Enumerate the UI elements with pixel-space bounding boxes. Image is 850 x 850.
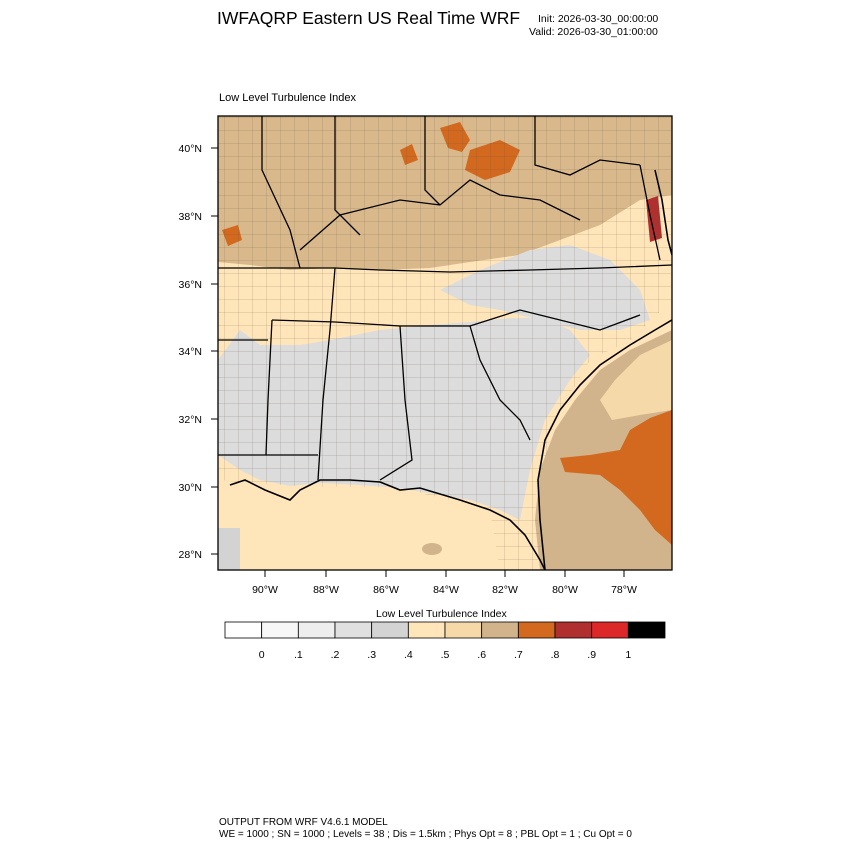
map-field	[218, 116, 672, 570]
longitude-axis: 90°W 88°W 86°W 84°W 82°W 80°W 78°W	[252, 570, 637, 596]
atlantic-light-patch	[600, 340, 672, 420]
lat-tick-label: 30°N	[179, 482, 202, 494]
colorbar-swatch	[297, 621, 336, 639]
colorbar-label: 1	[625, 649, 631, 661]
county-boundaries	[218, 116, 672, 570]
lon-tick-label: 84°W	[433, 584, 459, 596]
colorbar-label: .8	[551, 649, 560, 661]
colorbar-label: .5	[441, 649, 450, 661]
state-boundaries	[218, 116, 672, 481]
colorbar-swatch	[444, 621, 483, 639]
page-title: IWFAQRP Eastern US Real Time WRF	[217, 8, 521, 28]
lat-tick-label: 40°N	[179, 143, 202, 155]
lat-tick-label: 32°N	[179, 414, 202, 426]
init-time: Init: 2026-03-30_00:00:00	[538, 13, 659, 25]
colorbar-swatch	[334, 621, 373, 639]
colorbar-label: .6	[477, 649, 486, 661]
colorbar-label: .1	[294, 649, 303, 661]
plot-title: Low Level Turbulence Index	[219, 92, 356, 104]
lon-tick-label: 78°W	[611, 584, 637, 596]
gulf-gray-patch	[218, 528, 240, 570]
colorbar-label: 0	[259, 649, 265, 661]
colorbar-label: .7	[514, 649, 523, 661]
lon-tick-label: 86°W	[373, 584, 399, 596]
colorbar-swatch	[481, 621, 519, 639]
colorbar-swatch	[371, 621, 409, 639]
colorbar-swatch	[224, 621, 263, 639]
gulf-tan-patch	[422, 543, 442, 555]
footer-config: WE = 1000 ; SN = 1000 ; Levels = 38 ; Di…	[219, 829, 632, 840]
colorbar-swatch	[517, 621, 556, 639]
colorbar-swatch	[591, 621, 629, 639]
footer-model: OUTPUT FROM WRF V4.6.1 MODEL	[219, 817, 388, 828]
lat-tick-label: 34°N	[179, 346, 202, 358]
colorbar-swatch	[554, 621, 593, 639]
coastline	[229, 169, 672, 570]
lon-tick-label: 88°W	[313, 584, 339, 596]
colorbar-label: .4	[404, 649, 413, 661]
latitude-axis: 40°N 38°N 36°N 34°N 32°N 30°N 28°N	[179, 143, 218, 561]
lon-tick-label: 82°W	[492, 584, 518, 596]
colorbar-label: .9	[587, 649, 596, 661]
lat-tick-label: 28°N	[179, 549, 202, 561]
colorbar-title: Low Level Turbulence Index	[376, 608, 507, 620]
colorbar: 0 .1 .2 .3 .4 .5 .6 .7 .8 .9 1	[224, 621, 666, 661]
plot-frame	[217, 115, 673, 571]
colorbar-swatch	[261, 621, 299, 639]
colorbar-swatch	[627, 621, 666, 639]
lat-tick-label: 38°N	[179, 211, 202, 223]
lat-tick-label: 36°N	[179, 279, 202, 291]
colorbar-label: .3	[367, 649, 376, 661]
lon-tick-label: 90°W	[252, 584, 278, 596]
lon-tick-label: 80°W	[552, 584, 578, 596]
gulf-fill	[218, 488, 545, 570]
colorbar-swatch	[407, 621, 446, 639]
atlantic-high-index-area	[560, 410, 672, 545]
colorbar-label: .2	[331, 649, 340, 661]
valid-time: Valid: 2026-03-30_01:00:00	[529, 26, 658, 38]
